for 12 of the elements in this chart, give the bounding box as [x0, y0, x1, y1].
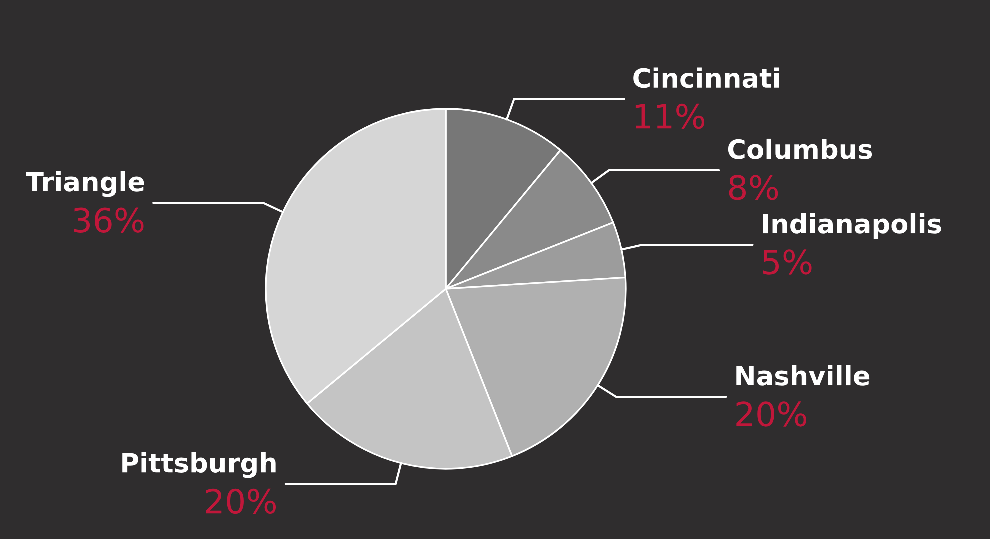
data-label: 11% [636, 104, 705, 130]
slice-label: Nashville [736, 365, 870, 386]
slice-label: Indianapolis [763, 213, 942, 240]
data-label: 36% [74, 208, 144, 233]
data-label: 5% [763, 250, 812, 275]
data-label: 20% [736, 402, 806, 427]
slice-label: Triangle [26, 171, 144, 198]
slice-label: Pittsburgh [122, 452, 276, 478]
data-label: 20% [206, 488, 276, 514]
slice-label: Columbus [728, 138, 872, 160]
slice-label: Cincinnati [634, 68, 779, 88]
data-label: 8% [729, 175, 778, 200]
